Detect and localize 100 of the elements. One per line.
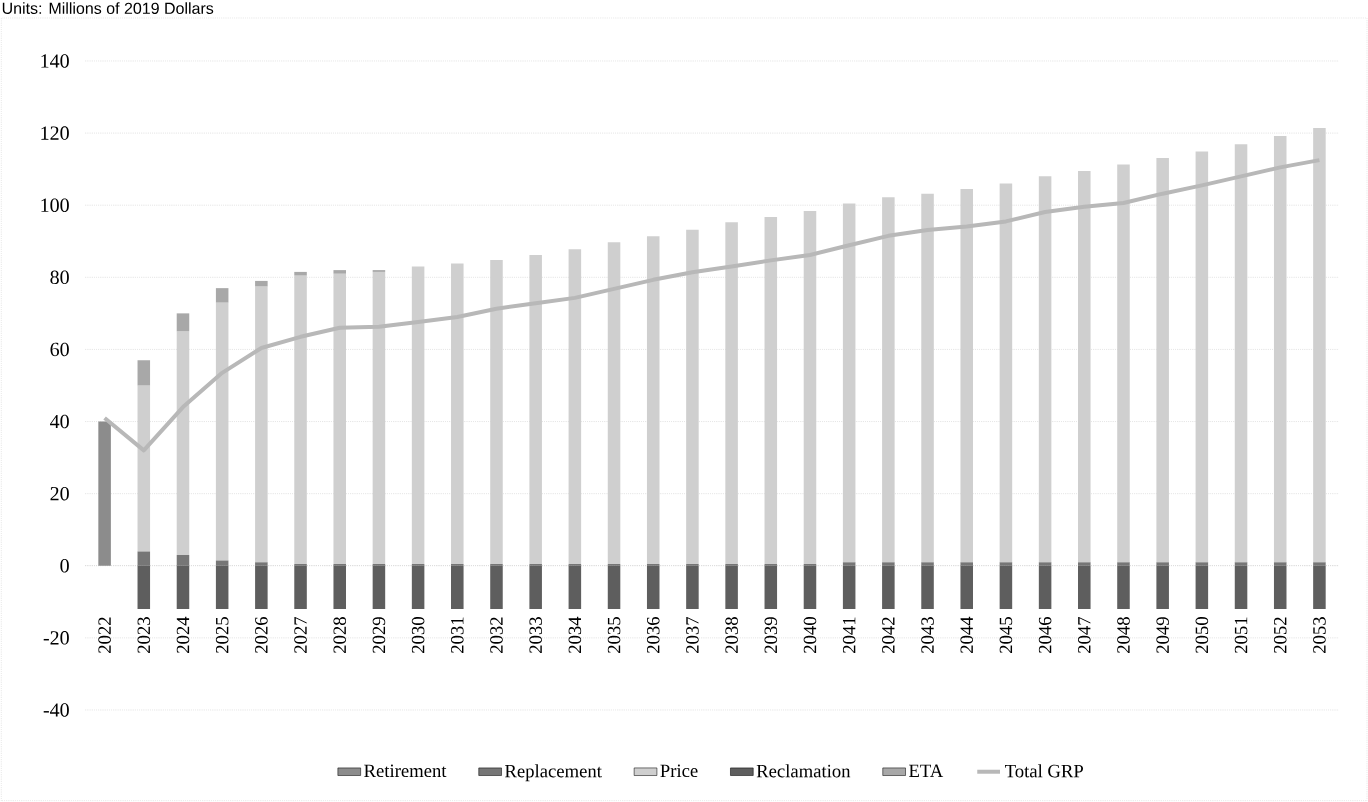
y-tick-label: 40 — [50, 414, 69, 429]
bar — [333, 270, 346, 274]
bar — [921, 565, 934, 610]
bar — [294, 565, 307, 610]
bar — [725, 565, 738, 610]
bar — [1078, 562, 1091, 566]
bar — [686, 565, 699, 610]
bar — [1117, 565, 1130, 610]
bar — [803, 210, 817, 564]
bar — [882, 197, 895, 563]
x-tick-label: 2034 — [568, 616, 582, 653]
bar — [960, 565, 973, 610]
bar — [451, 263, 464, 564]
x-tick-label: 2035 — [607, 617, 621, 653]
x-tick-label: 2040 — [803, 617, 817, 653]
bar — [215, 302, 229, 561]
bar — [686, 229, 699, 564]
legend-label: Retirement — [364, 764, 447, 778]
x-tick-label: 2036 — [646, 616, 660, 653]
bar — [1038, 565, 1052, 610]
bar — [1273, 565, 1287, 610]
bar — [1313, 565, 1326, 610]
bar — [1156, 562, 1169, 566]
legend-label: Price — [660, 764, 698, 778]
x-tick-label: 2048 — [1117, 617, 1130, 653]
bar — [1117, 562, 1130, 566]
x-tick-label: 2046 — [1038, 616, 1052, 653]
bar — [529, 565, 542, 610]
x-tick-label: 2041 — [842, 617, 856, 653]
bar — [372, 565, 386, 610]
x-tick-label: 2047 — [1077, 616, 1091, 653]
bar — [215, 288, 229, 303]
bar — [372, 271, 386, 564]
bar — [568, 249, 582, 564]
bar — [451, 565, 464, 610]
x-tick-label: 2043 — [921, 617, 934, 653]
y-tick-label: 80 — [50, 270, 69, 285]
bar — [1078, 170, 1091, 563]
legend-label: Replacement — [505, 764, 602, 782]
bar — [1195, 565, 1209, 610]
bar — [960, 188, 973, 563]
x-tick-label: 2049 — [1156, 617, 1169, 653]
bar — [176, 313, 190, 332]
bar — [1156, 157, 1169, 563]
bar — [137, 385, 151, 552]
bar — [882, 565, 895, 610]
bar — [529, 254, 542, 564]
chart-title: Units: Millions of 2019 Dollars — [2, 2, 214, 14]
bar — [1117, 164, 1130, 563]
bar — [294, 275, 307, 564]
x-tick-label: 2039 — [764, 617, 778, 653]
legend-label: Reclamation — [756, 764, 851, 778]
bar — [1273, 135, 1287, 563]
bar — [411, 565, 425, 610]
bar — [333, 273, 346, 564]
x-tick-label: 2033 — [529, 617, 542, 653]
bar — [842, 562, 856, 566]
x-tick-label: 2023 — [137, 617, 151, 653]
y-tick-label: 120 — [41, 126, 69, 140]
bar — [1195, 151, 1209, 563]
x-tick-label: 2042 — [882, 617, 895, 653]
bar — [607, 242, 621, 564]
bar — [1313, 128, 1326, 563]
x-tick-label: 2029 — [372, 617, 386, 653]
bar — [1078, 565, 1091, 610]
x-tick-label: 2050 — [1195, 617, 1209, 653]
x-tick-label: 2022 — [98, 617, 111, 653]
y-tick-label: 0 — [60, 559, 69, 573]
bar — [803, 565, 817, 610]
y-tick-label: 60 — [50, 342, 69, 357]
x-tick-label: 2044 — [960, 616, 974, 653]
bar — [921, 562, 934, 566]
x-tick-label: 2025 — [215, 617, 229, 653]
bar — [1195, 562, 1209, 566]
bar — [999, 183, 1013, 563]
x-tick-label: 2053 — [1313, 617, 1326, 653]
y-tick-label: 140 — [41, 54, 69, 68]
bar — [960, 562, 973, 566]
y-tick-label: 20 — [50, 486, 69, 501]
bar — [1313, 562, 1326, 566]
legend-label: ETA — [909, 764, 944, 777]
y-tick-label: 100 — [41, 198, 69, 212]
line-series — [102, 158, 1322, 453]
bar — [921, 193, 934, 563]
bar — [98, 421, 111, 566]
x-tick-label: 2027 — [294, 616, 307, 653]
x-tick-label: 2051 — [1234, 617, 1248, 653]
y-tick-label: -20 — [43, 631, 69, 645]
y-tick-label: -40 — [43, 703, 69, 717]
x-tick-label: 2028 — [333, 617, 347, 653]
bar — [1234, 565, 1248, 610]
bar — [294, 271, 307, 276]
bar — [1234, 562, 1248, 566]
x-tick-label: 2031 — [450, 617, 464, 653]
bar — [1038, 562, 1052, 566]
bar — [725, 222, 738, 564]
bar — [646, 236, 660, 564]
bar — [490, 260, 503, 564]
x-tick-label: 2045 — [999, 617, 1013, 653]
x-tick-label: 2024 — [176, 616, 190, 653]
